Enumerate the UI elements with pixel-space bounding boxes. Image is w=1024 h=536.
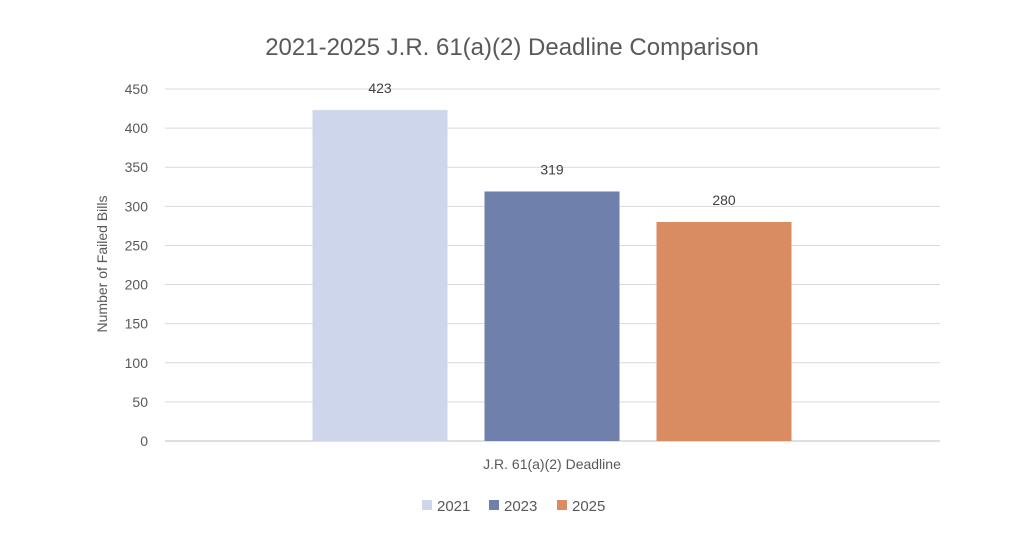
y-tick-label: 300 xyxy=(125,198,149,214)
x-axis-label: J.R. 61(a)(2) Deadline xyxy=(483,456,621,472)
data-label-2023: 319 xyxy=(540,161,564,177)
bar-2025 xyxy=(656,221,792,441)
y-axis-ticks: 0 50 100 150 200 250 300 350 400 450 xyxy=(125,81,149,449)
chart-title: 2021-2025 J.R. 61(a)(2) Deadline Compari… xyxy=(265,34,759,61)
data-label-2021: 423 xyxy=(368,80,392,96)
y-tick-label: 400 xyxy=(125,120,149,136)
y-axis-label: Number of Failed Bills xyxy=(94,196,110,333)
y-tick-label: 50 xyxy=(132,394,148,410)
legend-label-2021: 2021 xyxy=(437,498,470,515)
y-tick-label: 450 xyxy=(125,81,149,97)
y-tick-label: 100 xyxy=(125,355,149,371)
bars xyxy=(312,110,792,442)
legend: 2021 2023 2025 xyxy=(422,498,605,515)
legend-swatch-2021 xyxy=(422,500,432,510)
bar-2023 xyxy=(484,191,620,441)
legend-label-2023: 2023 xyxy=(504,498,537,515)
y-tick-label: 200 xyxy=(125,277,149,293)
y-tick-label: 150 xyxy=(125,316,149,332)
y-tick-label: 350 xyxy=(125,159,149,175)
y-tick-label: 250 xyxy=(125,237,149,253)
legend-swatch-2025 xyxy=(557,500,567,510)
bar-2021 xyxy=(312,110,448,442)
legend-label-2025: 2025 xyxy=(572,498,605,515)
y-tick-label: 0 xyxy=(140,433,148,449)
data-labels: 423 319 280 xyxy=(368,80,736,208)
data-label-2025: 280 xyxy=(712,192,736,208)
legend-swatch-2023 xyxy=(489,500,499,510)
